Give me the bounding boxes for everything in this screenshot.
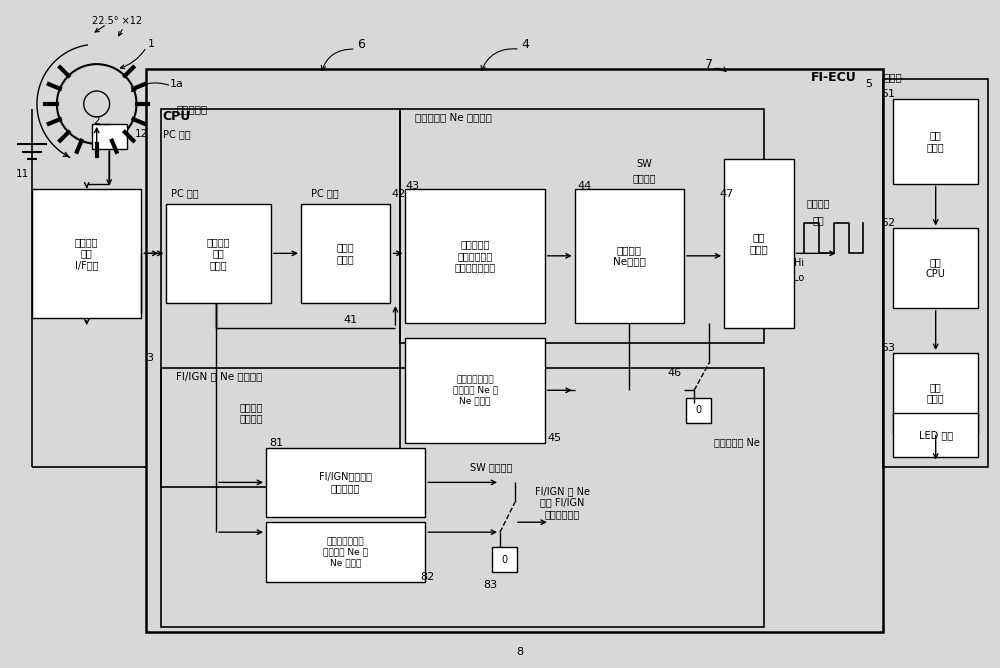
Text: 曲柄脉冲
输入
I/F电路: 曲柄脉冲 输入 I/F电路 — [75, 236, 98, 270]
Bar — [161, 368, 764, 627]
Bar — [893, 413, 978, 458]
Bar — [575, 188, 684, 323]
Text: 仪表发送用 Ne 计算装置: 仪表发送用 Ne 计算装置 — [415, 112, 492, 122]
Bar — [405, 188, 545, 323]
Text: 信号: 信号 — [813, 216, 825, 226]
Text: 12: 12 — [135, 129, 148, 139]
Text: FI/IGN用发动机
停止判定部: FI/IGN用发动机 停止判定部 — [319, 472, 372, 493]
Bar — [161, 109, 400, 488]
Text: 7: 7 — [705, 57, 713, 71]
Text: 11: 11 — [15, 168, 29, 178]
Text: 1a: 1a — [169, 79, 183, 89]
Bar — [724, 159, 794, 328]
Text: 0: 0 — [696, 405, 702, 415]
Text: 发动机停止
判定曲柄脉冲
间隔时间计算部: 发动机停止 判定曲柄脉冲 间隔时间计算部 — [455, 239, 496, 273]
Text: 5: 5 — [865, 79, 872, 89]
Text: 53: 53 — [881, 343, 895, 353]
Text: 83: 83 — [483, 580, 497, 590]
Text: 43: 43 — [405, 180, 419, 190]
Text: 曲柄脉冲
读入
处理部: 曲柄脉冲 读入 处理部 — [207, 236, 230, 270]
Text: LED 显示: LED 显示 — [919, 430, 953, 440]
Text: 22.5° ×12: 22.5° ×12 — [92, 16, 142, 26]
Bar — [883, 79, 988, 468]
Bar — [405, 338, 545, 442]
Text: 4: 4 — [521, 37, 529, 51]
Text: 控制信号: 控制信号 — [633, 174, 656, 184]
Bar — [893, 99, 978, 184]
Text: 通过移动平均值
处理算出 Ne 的
Ne 计算部: 通过移动平均值 处理算出 Ne 的 Ne 计算部 — [323, 537, 368, 567]
Text: 显示
驱动器: 显示 驱动器 — [927, 382, 944, 403]
Text: Hi: Hi — [794, 259, 804, 269]
Text: 44: 44 — [578, 180, 592, 190]
Text: 6: 6 — [357, 37, 365, 51]
Text: FI/IGN 用 Ne 计算装置: FI/IGN 用 Ne 计算装置 — [176, 371, 263, 381]
Text: PC 处理: PC 处理 — [311, 188, 338, 198]
Text: FI-ECU: FI-ECU — [811, 71, 856, 84]
Bar — [146, 69, 883, 632]
Bar — [301, 204, 390, 303]
Text: 仪表发送用 Ne: 仪表发送用 Ne — [714, 438, 760, 448]
Text: 通过移动平均值
处理算出 Ne 的
Ne 计算部: 通过移动平均值 处理算出 Ne 的 Ne 计算部 — [453, 375, 498, 405]
Text: 3: 3 — [146, 353, 153, 363]
Text: 通信
驱动器: 通信 驱动器 — [927, 130, 944, 152]
Text: 0: 0 — [501, 554, 508, 564]
Text: 51: 51 — [881, 89, 895, 99]
Text: 47: 47 — [720, 188, 734, 198]
Text: SW: SW — [637, 159, 652, 169]
Text: 8: 8 — [516, 647, 523, 657]
Text: 1: 1 — [148, 39, 155, 49]
Text: 41: 41 — [344, 315, 358, 325]
Text: 三个齿缺口: 三个齿缺口 — [176, 104, 208, 114]
Bar — [686, 397, 711, 423]
Text: 81: 81 — [269, 438, 283, 448]
Text: 曲柄级
判别部: 曲柄级 判别部 — [337, 242, 354, 264]
Bar — [166, 204, 271, 303]
Bar — [92, 124, 127, 149]
Text: Lo: Lo — [793, 273, 804, 283]
Text: 52: 52 — [881, 218, 895, 228]
Text: 通信
驱动器: 通信 驱动器 — [750, 232, 768, 255]
Text: 45: 45 — [548, 433, 562, 442]
Bar — [266, 522, 425, 582]
Text: 46: 46 — [667, 368, 681, 378]
Text: 仪表部: 仪表部 — [883, 72, 902, 82]
Text: 仪表发送
Ne选择部: 仪表发送 Ne选择部 — [613, 245, 646, 267]
Text: SW 控制信号: SW 控制信号 — [470, 462, 512, 472]
Text: 82: 82 — [420, 572, 435, 582]
Text: 曲柄脉冲
间隔时间: 曲柄脉冲 间隔时间 — [239, 402, 263, 424]
Text: CPU: CPU — [162, 110, 190, 124]
Bar — [893, 353, 978, 433]
Bar — [32, 188, 141, 318]
Text: PC 处理: PC 处理 — [163, 129, 190, 139]
Bar — [492, 547, 517, 572]
Bar — [893, 228, 978, 308]
Text: PC 处理: PC 处理 — [171, 188, 199, 198]
Text: 通信脉冲: 通信脉冲 — [807, 198, 830, 208]
Text: 42: 42 — [391, 188, 406, 198]
Bar — [266, 448, 425, 517]
Bar — [400, 109, 764, 343]
Text: 仪表
CPU: 仪表 CPU — [926, 257, 946, 279]
Text: FI/IGN 用 Ne
（在 FI/IGN
处理中使用）: FI/IGN 用 Ne （在 FI/IGN 处理中使用） — [535, 486, 590, 519]
Text: 2: 2 — [93, 116, 100, 126]
